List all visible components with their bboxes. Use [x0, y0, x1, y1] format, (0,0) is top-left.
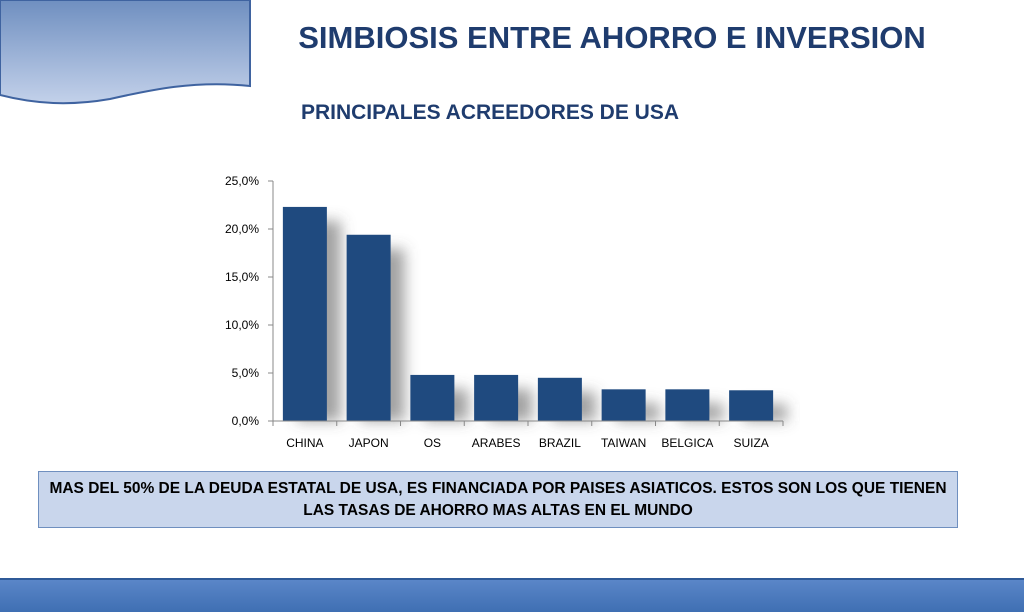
chart-title: PRINCIPALES ACREEDORES DE USA	[300, 101, 680, 124]
y-tick-label: 15,0%	[225, 270, 259, 284]
note-text: MAS DEL 50% DE LA DEUDA ESTATAL DE USA, …	[49, 479, 947, 519]
x-tick-label: TAIWAN	[601, 436, 646, 450]
x-tick-label: JAPON	[349, 436, 389, 450]
y-tick-label: 0,0%	[232, 414, 260, 428]
bar-belgica	[665, 389, 710, 421]
bar-japon	[346, 234, 391, 421]
bar-arabes	[474, 374, 519, 421]
x-tick-label: OS	[424, 436, 441, 450]
note-box: MAS DEL 50% DE LA DEUDA ESTATAL DE USA, …	[38, 471, 958, 528]
bar-china	[282, 206, 327, 421]
y-tick-label: 5,0%	[232, 366, 260, 380]
bar-os	[410, 374, 455, 421]
axes	[268, 180, 784, 426]
x-tick-label: SUIZA	[733, 436, 768, 450]
bar-chart: 0,0% 5,0% 10,0% 15,0% 20,0% 25,0% CHINA JAPON O…	[225, 174, 788, 450]
x-tick-label: CHINA	[286, 436, 323, 450]
y-tick-label: 10,0%	[225, 318, 259, 332]
x-tick-label: BRAZIL	[539, 436, 581, 450]
bar-taiwan	[601, 389, 646, 421]
decorative-banner	[0, 0, 251, 105]
footer-bar	[0, 578, 1024, 612]
y-tick-label: 20,0%	[225, 222, 259, 236]
page-title: SIMBIOSIS ENTRE AHORRO E INVERSION	[298, 20, 926, 55]
bar-brazil	[537, 377, 582, 421]
bars	[282, 206, 774, 421]
bar-suiza	[729, 390, 774, 421]
y-tick-labels: 0,0% 5,0% 10,0% 15,0% 20,0% 25,0%	[225, 174, 259, 428]
x-tick-labels: CHINA JAPON OS ARABES BRAZIL TAIWAN BELGICA SUI…	[286, 436, 769, 450]
y-tick-label: 25,0%	[225, 174, 259, 188]
x-tick-label: BELGICA	[661, 436, 713, 450]
x-tick-label: ARABES	[472, 436, 521, 450]
